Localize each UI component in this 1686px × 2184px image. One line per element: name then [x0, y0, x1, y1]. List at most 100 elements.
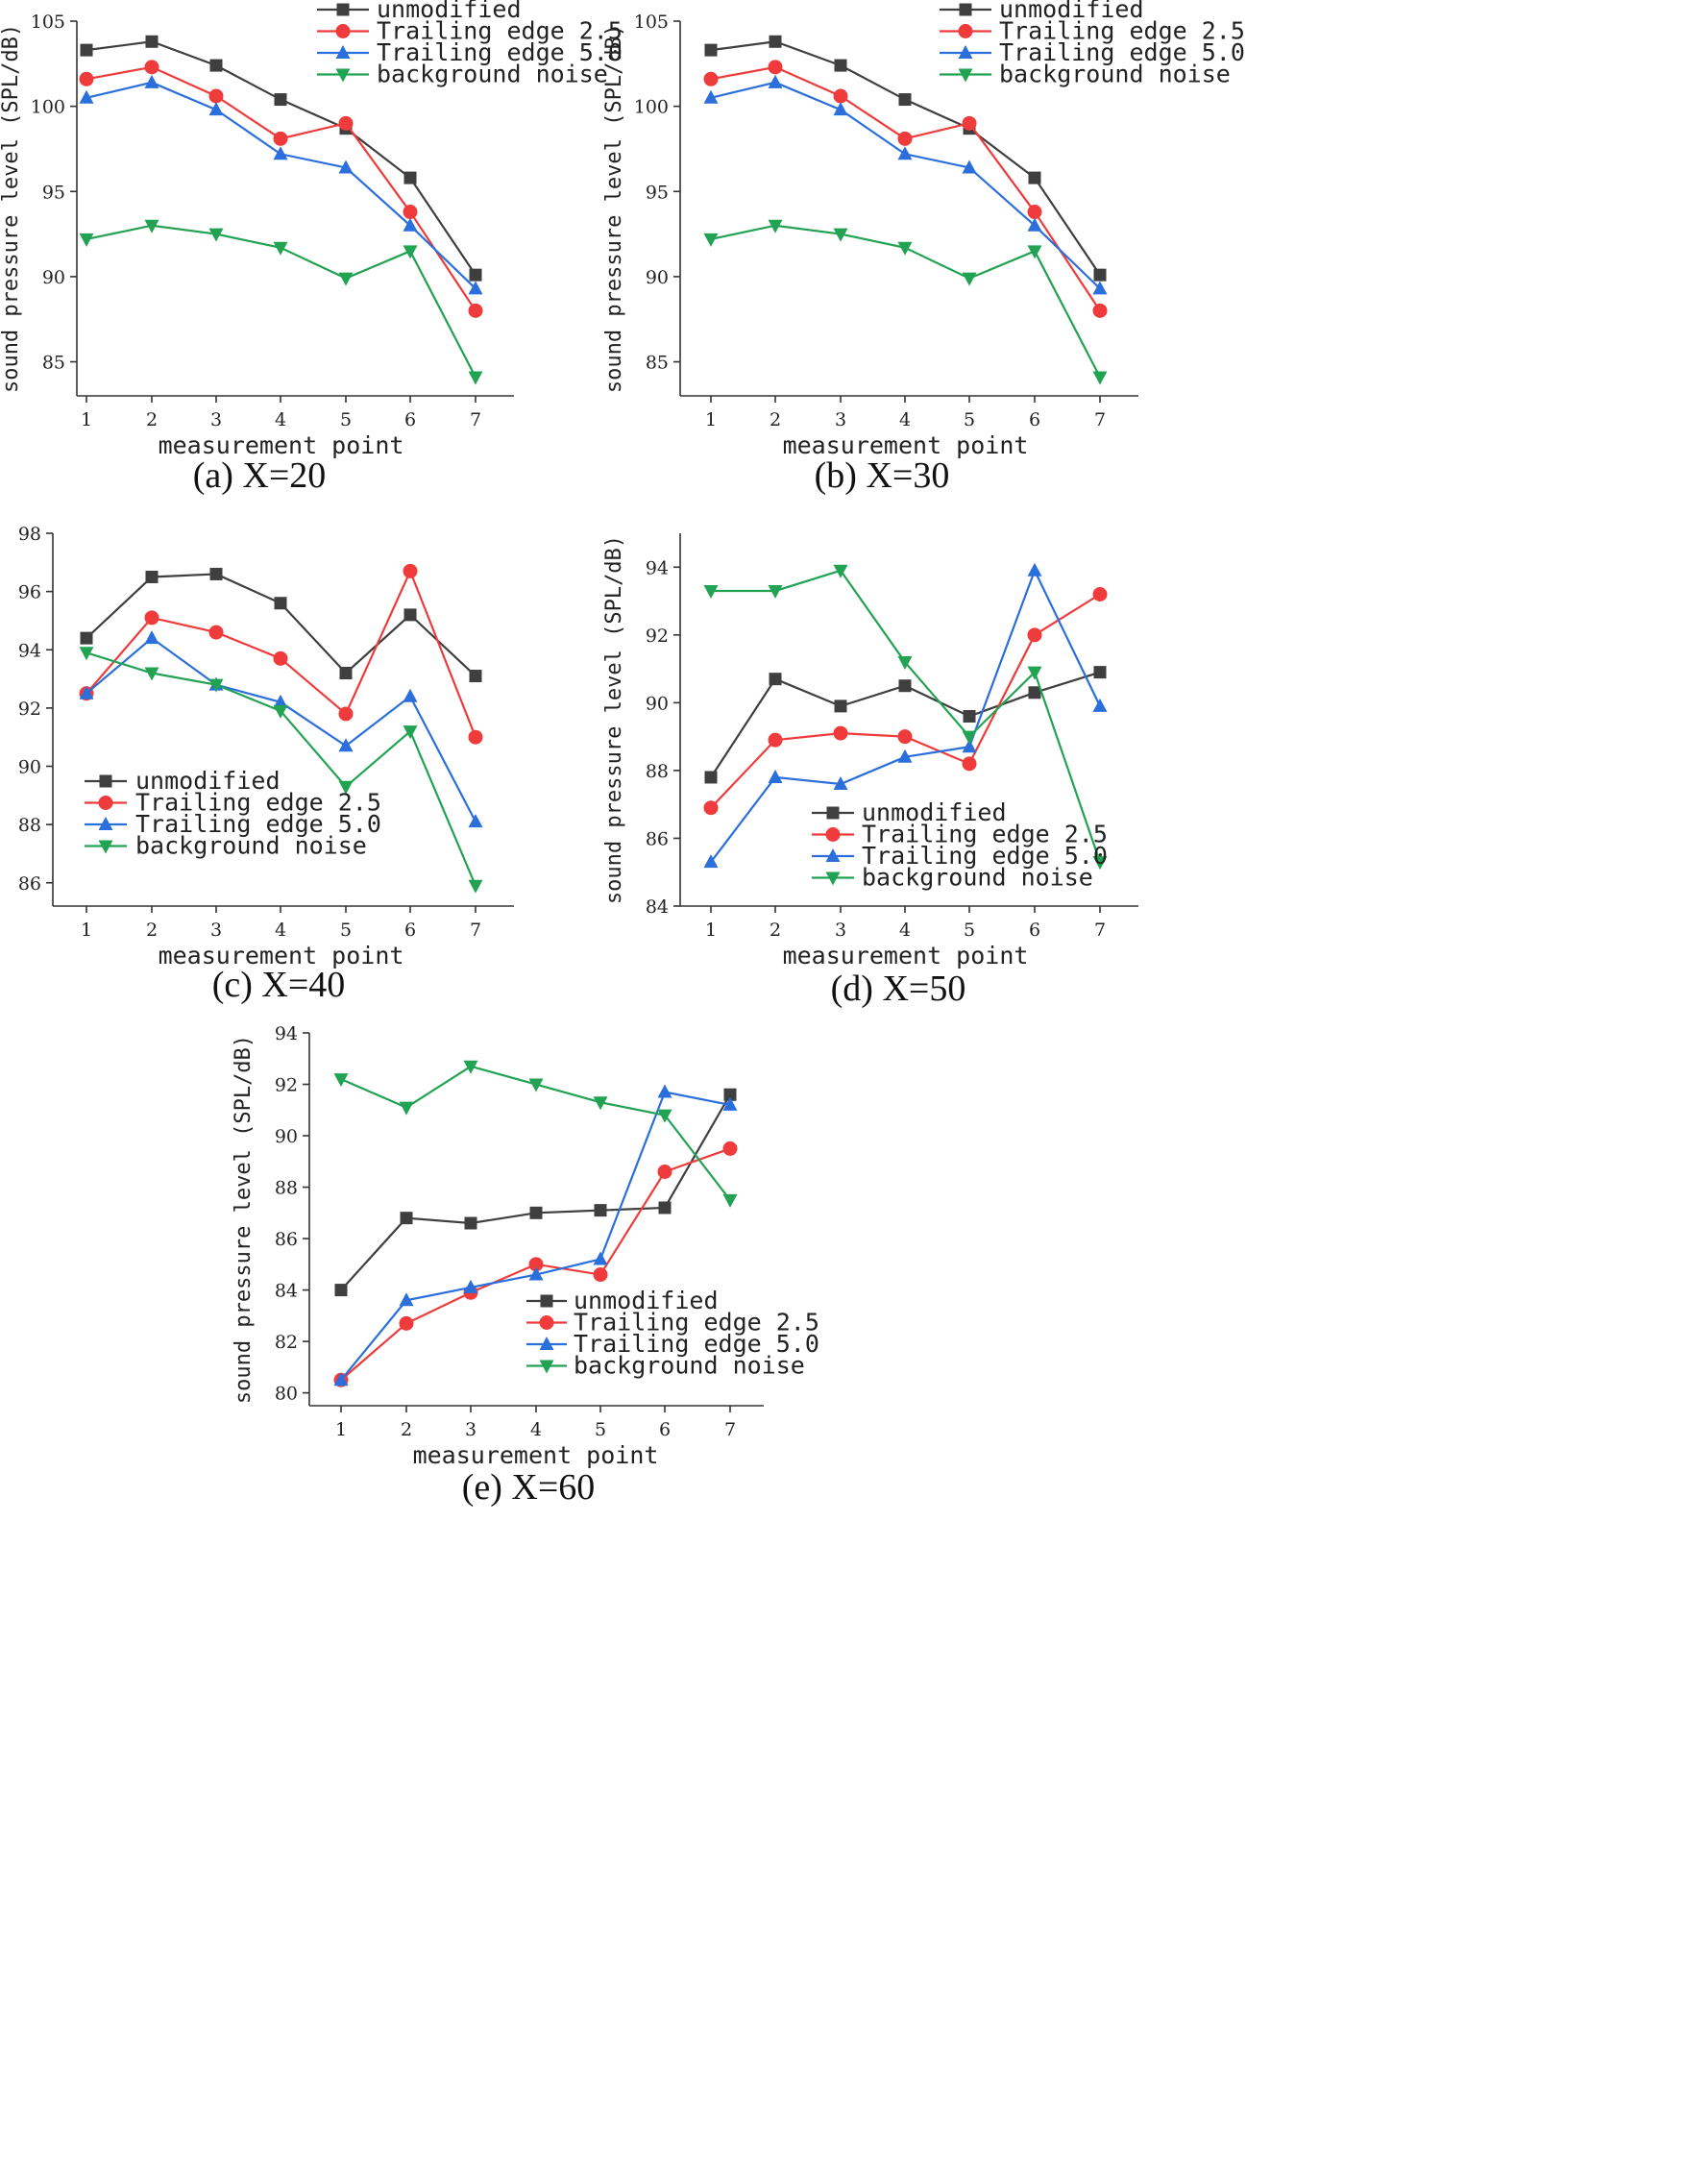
data-point [468, 814, 483, 828]
data-point [528, 1257, 544, 1272]
data-point [703, 233, 719, 247]
x-tick-label: 3 [210, 409, 222, 430]
legend-marker [335, 45, 351, 59]
y-tick-label: 90 [275, 1126, 298, 1147]
data-point [897, 241, 913, 256]
y-tick-label: 80 [275, 1384, 298, 1405]
data-point [703, 584, 719, 599]
x-tick-label: 7 [470, 920, 481, 941]
x-axis-title: measurement point [783, 431, 1029, 459]
data-point [274, 93, 287, 107]
y-tick-label: 94 [275, 1023, 298, 1044]
data-point [273, 704, 288, 719]
data-point [768, 769, 783, 783]
series-background-noise [703, 564, 1108, 871]
y-tick-label: 100 [31, 97, 65, 118]
legend-label: Trailing edge 5.0 [377, 38, 623, 66]
data-point [403, 725, 418, 740]
data-point [962, 739, 977, 753]
x-tick-label: 7 [724, 1419, 736, 1440]
chart-panel-1: 85 90 95 100 105 1 2 3 4 5 6 7 measurement point soun… [0, 0, 623, 496]
series-trailing-edge-5-0 [333, 1084, 738, 1386]
data-point [834, 699, 847, 713]
data-point [144, 667, 159, 681]
data-point [1092, 281, 1108, 295]
data-point [768, 219, 783, 233]
x-tick-label: 3 [210, 920, 222, 941]
legend-marker [540, 1294, 553, 1308]
data-point [273, 694, 288, 708]
series-trailing-edge-2-5 [703, 60, 1108, 318]
data-point [1027, 666, 1042, 680]
data-point [833, 564, 848, 578]
data-point [273, 131, 288, 146]
y-tick-label: 100 [634, 97, 669, 118]
legend-label: background noise [999, 61, 1231, 88]
data-point [722, 1096, 738, 1111]
y-tick-label: 88 [18, 815, 41, 836]
data-point [80, 631, 93, 645]
x-tick-label: 6 [659, 1419, 671, 1440]
data-point [1027, 562, 1042, 577]
data-point [703, 89, 719, 104]
data-point [144, 74, 159, 88]
x-tick-label: 2 [146, 920, 158, 941]
legend-marker [98, 817, 113, 830]
data-point [963, 709, 976, 723]
data-point [528, 1266, 544, 1281]
data-point [1028, 171, 1041, 184]
data-point [463, 1279, 478, 1293]
x-tick-label: 4 [275, 920, 286, 941]
data-point [898, 679, 912, 693]
y-tick-label: 82 [275, 1332, 298, 1353]
legend-label: Trailing edge 5.0 [999, 38, 1245, 66]
x-tick-label: 4 [899, 920, 911, 941]
data-point [403, 688, 418, 702]
legend-label: background noise [377, 61, 608, 88]
y-tick-label: 92 [275, 1075, 298, 1096]
series-background-noise [79, 219, 483, 385]
data-point [79, 233, 94, 247]
x-tick-label: 7 [470, 409, 481, 430]
x-tick-label: 5 [340, 409, 352, 430]
data-point [403, 205, 418, 220]
legend-label: Trailing edge 5.0 [862, 842, 1108, 870]
data-point [1092, 856, 1108, 871]
data-point [208, 678, 224, 693]
data-point [208, 625, 224, 640]
data-point [209, 567, 223, 580]
chart-panel-5: 80 82 84 86 88 90 92 94 1 2 3 4 5 6 7 measurement point… [232, 1023, 819, 1508]
series-line [710, 81, 1101, 290]
panel-caption: (b) X=30 [815, 455, 950, 496]
series-unmodified [80, 567, 482, 683]
legend-label: Trailing edge 2.5 [574, 1309, 819, 1337]
series-line [86, 81, 476, 290]
data-point [833, 102, 848, 116]
data-point [897, 146, 913, 160]
series-unmodified [334, 1088, 737, 1297]
series-trailing-edge-5-0 [703, 74, 1108, 295]
series-background-noise [79, 647, 483, 894]
y-tick-label: 85 [646, 353, 669, 374]
x-tick-label: 3 [835, 920, 846, 941]
data-point [399, 1101, 414, 1116]
data-point [1092, 303, 1108, 318]
series-trailing-edge-5-0 [79, 74, 483, 295]
legend-label: unmodified [862, 798, 1007, 826]
legend-marker [539, 1360, 554, 1374]
data-point [403, 608, 417, 622]
data-point [469, 268, 482, 282]
data-point [768, 584, 783, 599]
data-point [703, 71, 719, 86]
legend-label: unmodified [574, 1287, 719, 1314]
chart-panel-4: 84 86 88 90 92 94 1 2 3 4 5 6 7 measurement point soun… [602, 533, 1138, 1009]
y-tick-label: 94 [646, 557, 669, 578]
data-point [339, 667, 353, 679]
data-point [145, 35, 159, 48]
series-unmodified [704, 666, 1107, 784]
y-tick-label: 90 [646, 693, 669, 714]
